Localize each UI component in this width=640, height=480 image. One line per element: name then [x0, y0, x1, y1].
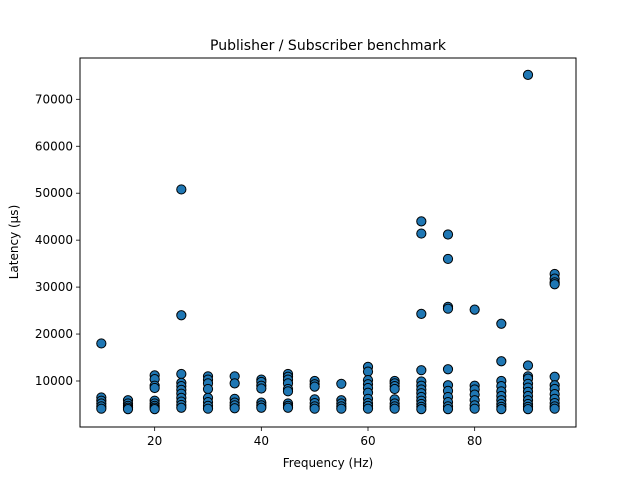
y-tick-label: 50000 [35, 186, 73, 200]
data-point [229, 403, 240, 414]
data-point [96, 338, 107, 349]
y-tick-label: 70000 [35, 92, 73, 106]
data-point [416, 365, 427, 376]
data-point [469, 403, 480, 414]
data-point [282, 386, 294, 397]
y-tick-label: 30000 [35, 280, 73, 294]
data-point [176, 368, 187, 380]
data-point [416, 228, 427, 239]
data-point [149, 404, 160, 415]
data-point [336, 403, 347, 414]
data-point [202, 383, 214, 395]
data-point [176, 402, 187, 413]
data-point [496, 318, 507, 329]
y-tick-label: 40000 [35, 233, 73, 247]
x-tick-label: 80 [467, 434, 482, 448]
data-point [442, 229, 454, 240]
data-point [496, 356, 507, 367]
data-point [389, 403, 400, 414]
data-point [96, 403, 107, 414]
y-tick-label: 20000 [35, 327, 73, 341]
chart-title: Publisher / Subscriber benchmark [210, 38, 447, 54]
data-point [549, 371, 560, 382]
data-point [336, 378, 347, 389]
data-point [309, 381, 320, 392]
data-point [256, 402, 267, 413]
y-tick-label: 10000 [35, 374, 73, 388]
x-axis-label: Frequency (Hz) [283, 456, 374, 470]
data-point [549, 279, 560, 290]
data-point [442, 404, 454, 415]
data-point [256, 383, 267, 394]
data-point [416, 404, 427, 415]
data-point [122, 404, 134, 415]
data-point [416, 308, 427, 319]
x-tick-label: 60 [360, 434, 375, 448]
data-point [176, 184, 187, 195]
x-axis-ticks: 20 40 60 80 [147, 427, 482, 448]
data-point [496, 404, 507, 415]
data-point [469, 304, 480, 315]
data-point [282, 402, 294, 413]
x-tick-label: 40 [254, 434, 269, 448]
points-layer [96, 69, 560, 415]
y-axis-label: Latency (µs) [7, 205, 21, 280]
data-point [522, 404, 534, 415]
data-point [442, 303, 454, 314]
data-point [362, 366, 374, 377]
data-point [362, 403, 374, 414]
data-point [549, 403, 560, 414]
data-point [176, 310, 187, 321]
x-tick-label: 20 [147, 434, 162, 448]
data-point [202, 403, 214, 414]
data-point [522, 360, 534, 371]
y-tick-label: 60000 [35, 139, 73, 153]
data-point [442, 253, 454, 265]
plot-frame [79, 57, 577, 428]
data-point [416, 216, 427, 227]
data-point [229, 378, 240, 389]
data-point [309, 403, 320, 414]
data-point [389, 383, 400, 395]
data-point [149, 382, 160, 394]
data-point [442, 364, 454, 375]
data-point [522, 69, 534, 81]
y-axis-ticks: 10000 20000 30000 40000 50000 60000 70000 [35, 92, 80, 388]
